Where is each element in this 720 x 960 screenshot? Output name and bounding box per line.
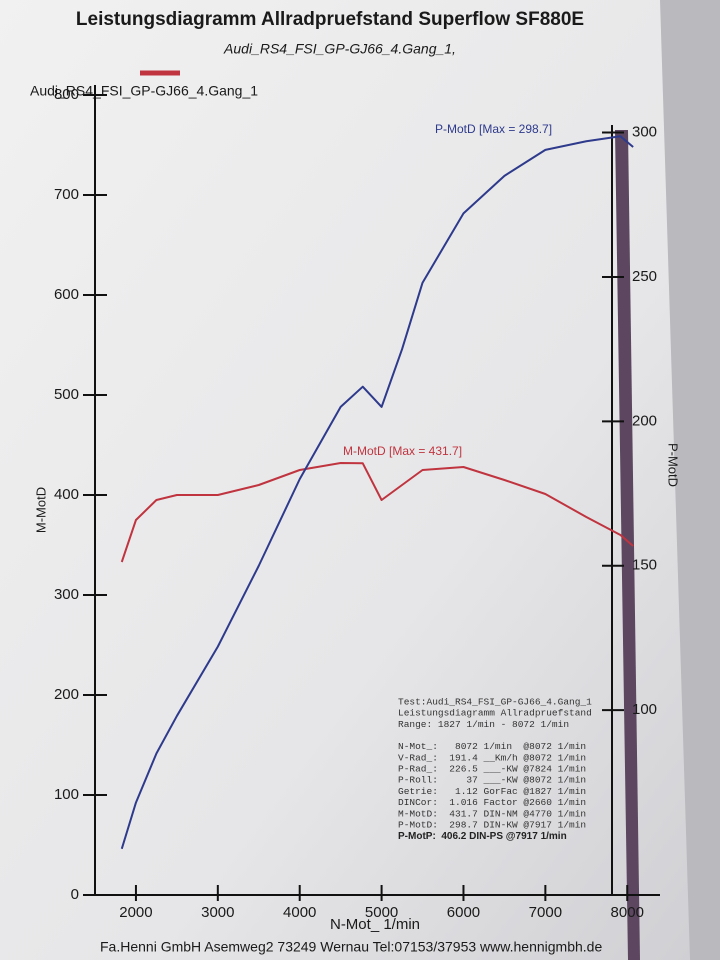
annotation: M-MotD [Max = 431.7] bbox=[343, 444, 462, 458]
x-axis-label: N-Mot_ 1/min bbox=[330, 916, 420, 933]
info-line: Range: 1827 1/min - 8072 1/min bbox=[398, 719, 569, 730]
annotation: P-MotD [Max = 298.7] bbox=[435, 122, 552, 136]
x-tick-label: 5000 bbox=[365, 904, 398, 921]
series-line bbox=[120, 135, 634, 850]
y-tick-label: 700 bbox=[54, 186, 79, 203]
info-line: DINCor: 1.016 Factor @2660 1/min bbox=[398, 797, 586, 808]
title: Leistungsdiagramm Allradpruefstand Super… bbox=[76, 9, 584, 30]
y-tick-label: 500 bbox=[54, 386, 79, 403]
y-tick-label: 0 bbox=[71, 886, 79, 903]
x-tick-label: 3000 bbox=[201, 904, 234, 921]
y2-tick-label: 300 bbox=[632, 124, 657, 141]
y-axis-label: M-MotD bbox=[33, 487, 48, 533]
x-tick-label: 2000 bbox=[119, 904, 152, 921]
x-tick-label: 6000 bbox=[447, 904, 480, 921]
x-tick-label: 8000 bbox=[611, 904, 644, 921]
right-border bbox=[615, 130, 640, 960]
info-line: P-MotD: 298.7 DIN-KW @7917 1/min bbox=[398, 820, 586, 831]
y-tick-label: 400 bbox=[54, 486, 79, 503]
footer: Fa.Henni GmbH Asemweg2 73249 Wernau Tel:… bbox=[100, 939, 602, 955]
info-line: Leistungsdiagramm Allradpruefstand bbox=[398, 708, 592, 719]
subtitle: Audi_RS4_FSI_GP-GJ66_4.Gang_1, bbox=[223, 41, 456, 57]
y-tick-label: 100 bbox=[54, 786, 79, 803]
info-line: M-MotD: 431.7 DIN-NM @4770 1/min bbox=[398, 808, 586, 819]
paper-shade bbox=[660, 0, 720, 960]
info-line: V-Rad_: 191.4 __Km/h @8072 1/min bbox=[398, 752, 586, 763]
y2-tick-label: 250 bbox=[632, 268, 657, 285]
series-line bbox=[120, 462, 634, 563]
info-line: N-Mot_: 8072 1/min @8072 1/min bbox=[398, 741, 586, 752]
y2-tick-label: 150 bbox=[632, 557, 657, 574]
info-line: Test:Audi_RS4_FSI_GP-GJ66_4.Gang_1 bbox=[398, 697, 592, 708]
y-tick-label: 300 bbox=[54, 586, 79, 603]
info-line: Getrie: 1.12 GorFac @1827 1/min bbox=[398, 786, 586, 797]
y-tick-label: 200 bbox=[54, 686, 79, 703]
y2-tick-label: 100 bbox=[632, 701, 657, 718]
info-line: P-Roll: 37 ___-KW @8072 1/min bbox=[398, 775, 586, 786]
y2-tick-label: 200 bbox=[632, 412, 657, 429]
info-line: P-Rad_: 226.5 ___-KW @7824 1/min bbox=[398, 764, 586, 775]
y-tick-label: 800 bbox=[54, 86, 79, 103]
x-tick-label: 7000 bbox=[529, 904, 562, 921]
x-tick-label: 4000 bbox=[283, 904, 316, 921]
info-line: P-MotP: 406.2 DIN-PS @7917 1/min bbox=[398, 831, 567, 842]
y2-axis-label: P-MotD bbox=[666, 443, 681, 487]
y-tick-label: 600 bbox=[54, 286, 79, 303]
